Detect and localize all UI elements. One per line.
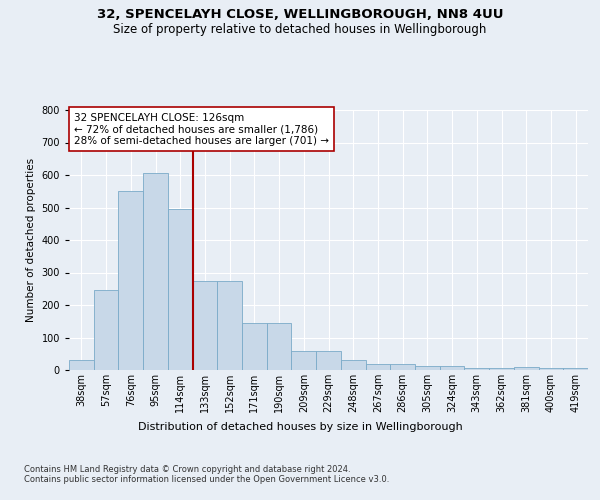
Bar <box>118 191 143 370</box>
Text: Contains HM Land Registry data © Crown copyright and database right 2024.
Contai: Contains HM Land Registry data © Crown c… <box>24 465 389 484</box>
Bar <box>365 364 390 370</box>
Bar <box>316 350 341 370</box>
Bar <box>193 280 217 370</box>
Bar <box>94 290 118 370</box>
Bar <box>464 368 489 370</box>
Bar <box>539 368 563 370</box>
Text: Distribution of detached houses by size in Wellingborough: Distribution of detached houses by size … <box>137 422 463 432</box>
Bar <box>292 350 316 370</box>
Bar <box>69 360 94 370</box>
Bar <box>390 364 415 370</box>
Bar <box>341 360 365 370</box>
Bar <box>514 368 539 370</box>
Bar <box>489 368 514 370</box>
Text: Size of property relative to detached houses in Wellingborough: Size of property relative to detached ho… <box>113 22 487 36</box>
Bar <box>563 368 588 370</box>
Bar <box>143 174 168 370</box>
Bar <box>440 366 464 370</box>
Bar <box>267 323 292 370</box>
Bar <box>168 209 193 370</box>
Bar <box>415 366 440 370</box>
Bar <box>242 323 267 370</box>
Text: 32, SPENCELAYH CLOSE, WELLINGBOROUGH, NN8 4UU: 32, SPENCELAYH CLOSE, WELLINGBOROUGH, NN… <box>97 8 503 20</box>
Bar <box>217 280 242 370</box>
Text: 32 SPENCELAYH CLOSE: 126sqm
← 72% of detached houses are smaller (1,786)
28% of : 32 SPENCELAYH CLOSE: 126sqm ← 72% of det… <box>74 112 329 146</box>
Y-axis label: Number of detached properties: Number of detached properties <box>26 158 36 322</box>
